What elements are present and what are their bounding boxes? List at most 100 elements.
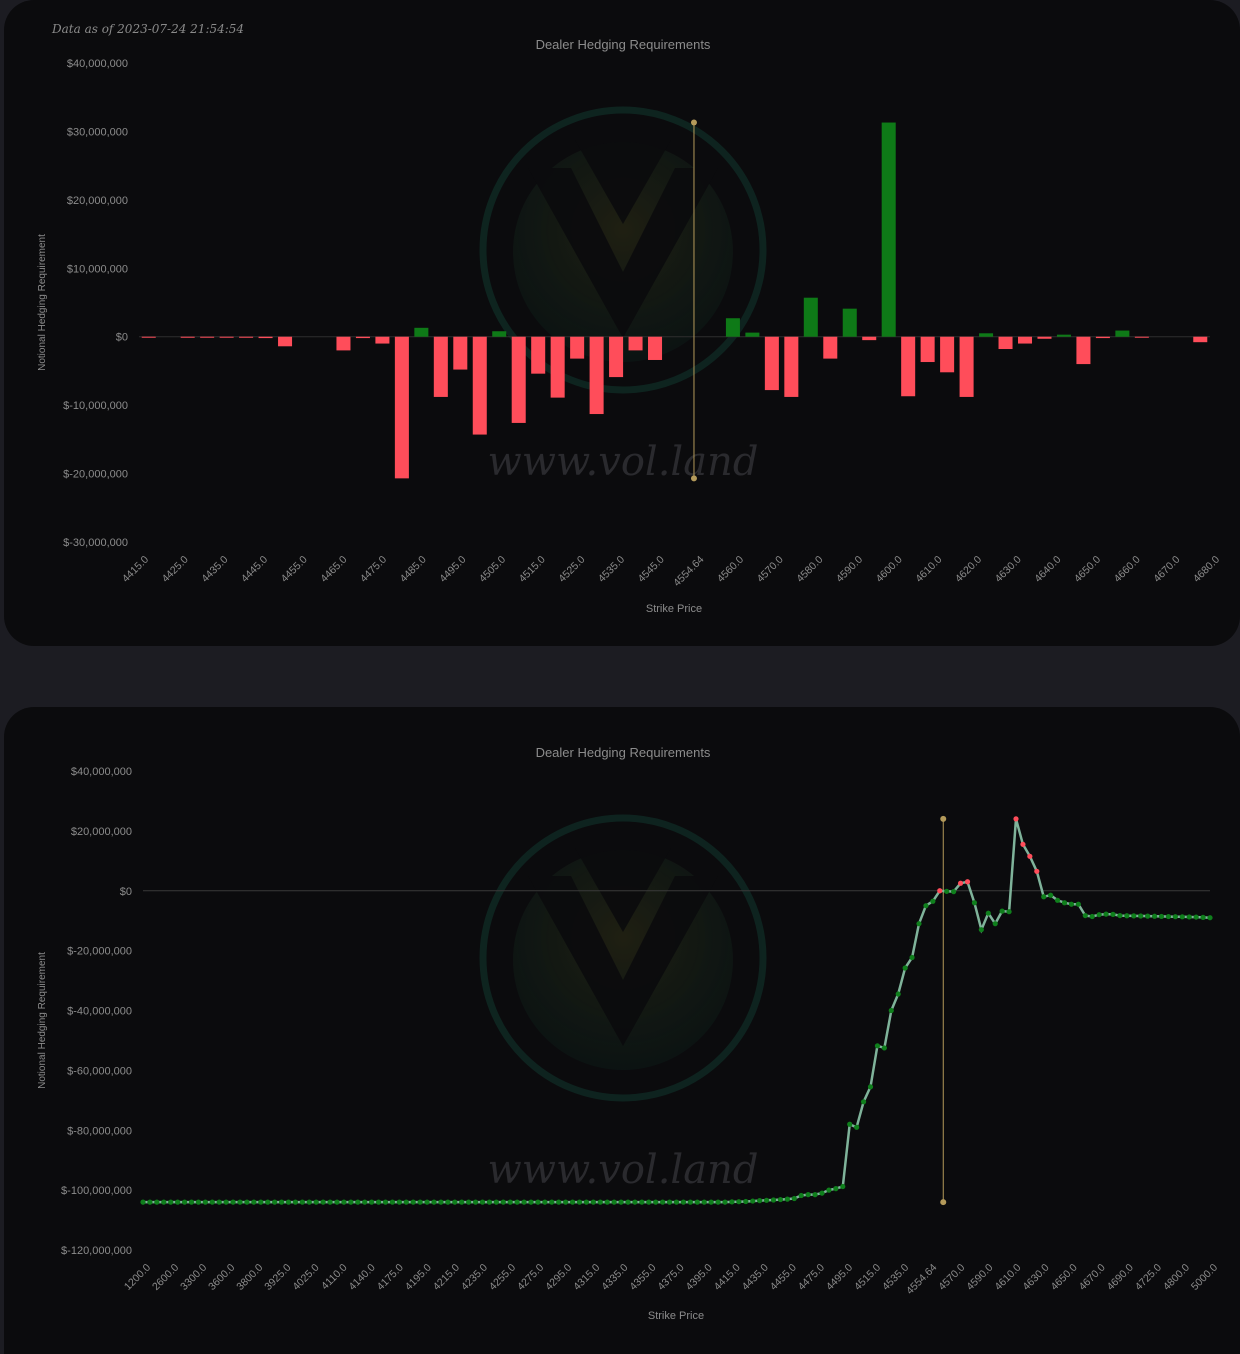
data-point xyxy=(466,1199,472,1205)
data-point xyxy=(743,1198,749,1205)
x-tick-label: 4515.0 xyxy=(852,1262,883,1293)
data-point xyxy=(507,1199,513,1205)
data-point xyxy=(389,1199,396,1205)
data-point xyxy=(694,1199,700,1205)
data-point xyxy=(417,1199,423,1205)
data-point xyxy=(583,1199,590,1205)
data-point xyxy=(763,1197,770,1203)
y-tick-label: $40,000,000 xyxy=(67,58,128,70)
data-point xyxy=(1020,841,1026,847)
data-point xyxy=(1179,914,1185,920)
data-point xyxy=(154,1199,160,1205)
x-tick-label: 4610.0 xyxy=(913,554,944,585)
bar-4560 xyxy=(725,318,740,337)
data-point xyxy=(784,1196,790,1202)
data-point xyxy=(992,921,998,927)
data-point xyxy=(355,1199,361,1205)
data-point xyxy=(722,1199,728,1205)
data-point xyxy=(327,1199,333,1205)
data-point xyxy=(521,1199,527,1205)
data-point xyxy=(881,1045,887,1051)
x-tick-label: 4455.0 xyxy=(279,554,310,585)
data-point xyxy=(278,1199,285,1205)
data-point xyxy=(750,1198,756,1204)
data-point xyxy=(653,1199,659,1205)
x-tick-label: 4435.0 xyxy=(199,554,230,585)
data-point xyxy=(382,1199,389,1205)
x-tick-label: 4630.0 xyxy=(993,554,1024,585)
x-tick-label: 4275.0 xyxy=(515,1262,546,1293)
bar-4465 xyxy=(336,336,351,351)
spot-line-bottom-marker xyxy=(940,1199,947,1206)
bar-4605 xyxy=(901,336,916,397)
data-point xyxy=(161,1199,167,1205)
chart-title: Dealer Hedging Requirements xyxy=(536,37,711,52)
data-point xyxy=(424,1199,430,1205)
y-tick-label: $-20,000,000 xyxy=(67,946,132,958)
data-point xyxy=(285,1199,292,1205)
x-tick-label: 3600.0 xyxy=(206,1262,237,1293)
data-point xyxy=(777,1196,784,1203)
x-tick-label: 4335.0 xyxy=(599,1262,630,1293)
data-point xyxy=(348,1199,354,1205)
data-point xyxy=(209,1199,215,1205)
data-point xyxy=(1027,853,1033,859)
data-point xyxy=(549,1199,555,1205)
bar-4615 xyxy=(940,336,955,373)
data-point xyxy=(597,1199,603,1205)
bar-4435 xyxy=(219,336,234,338)
data-point xyxy=(244,1199,250,1205)
data-point xyxy=(1131,913,1137,919)
x-tick-label: 4650.0 xyxy=(1049,1262,1080,1293)
data-point xyxy=(611,1199,617,1205)
data-point xyxy=(646,1199,652,1205)
x-tick-label: 4495.0 xyxy=(437,554,468,585)
x-tick-label: 4195.0 xyxy=(403,1262,434,1293)
bar-4515 xyxy=(531,336,546,374)
data-point xyxy=(874,1043,881,1049)
chart-panel-bottom: www.vol.land Dealer Hedging Requirements $… xyxy=(4,707,1240,1354)
data-point xyxy=(452,1199,458,1205)
bar-4415 xyxy=(141,336,156,338)
x-tick-label: 4445.0 xyxy=(239,554,270,585)
x-tick-label: 4355.0 xyxy=(627,1262,658,1293)
x-tick-label: 4620.0 xyxy=(953,554,984,585)
y-tick-label: $-60,000,000 xyxy=(67,1065,132,1077)
bar-4475 xyxy=(375,336,390,344)
x-tick-label: 4110.0 xyxy=(319,1262,350,1293)
x-tick-label: 4640.0 xyxy=(1032,554,1063,585)
data-point xyxy=(292,1199,299,1205)
x-tick-label: 4725.0 xyxy=(1133,1262,1164,1293)
y-tick-label: $40,000,000 xyxy=(71,766,132,778)
x-tick-label: 4515.0 xyxy=(517,554,548,585)
data-point xyxy=(369,1199,375,1205)
data-point xyxy=(1200,914,1206,920)
data-point xyxy=(798,1192,804,1199)
x-tick-label: 4680.0 xyxy=(1191,554,1222,585)
bar-4635 xyxy=(1017,336,1033,344)
logo-ring xyxy=(479,814,767,1102)
x-tick-label: 4375.0 xyxy=(655,1262,686,1293)
data-point xyxy=(251,1199,257,1205)
data-point xyxy=(556,1199,562,1205)
data-point xyxy=(1138,913,1144,919)
data-point xyxy=(500,1199,506,1205)
data-point xyxy=(819,1190,825,1196)
data-point xyxy=(1075,901,1081,907)
data-point xyxy=(195,1199,202,1205)
x-tick-label: 4435.0 xyxy=(740,1262,771,1293)
data-point xyxy=(320,1199,326,1205)
data-point xyxy=(140,1199,146,1205)
data-point xyxy=(971,900,978,906)
watermark-text: www.vol.land xyxy=(488,439,759,485)
bar-4590 xyxy=(842,308,857,337)
data-point xyxy=(403,1199,409,1205)
x-tick-label: 4570.0 xyxy=(936,1262,967,1293)
data-point xyxy=(701,1199,707,1205)
data-point xyxy=(528,1199,534,1205)
y-tick-label: $30,000,000 xyxy=(67,126,128,138)
data-point xyxy=(334,1199,340,1205)
logo-v-mark xyxy=(528,876,718,1046)
bar-4580 xyxy=(803,297,818,337)
logo-v-notch xyxy=(575,848,671,932)
